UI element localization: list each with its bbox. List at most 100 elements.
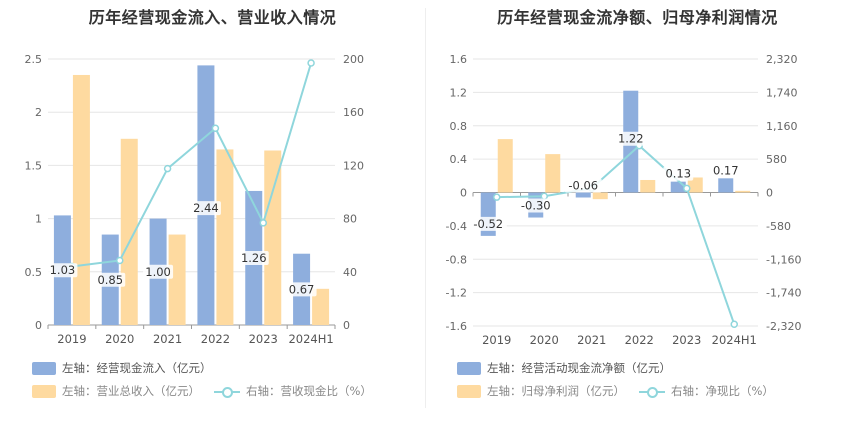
data-label: 2.44	[193, 201, 219, 215]
y-left-tick-label: -0.4	[446, 220, 467, 233]
data-label: -0.52	[473, 217, 503, 231]
y-right-tick-label: 40	[343, 266, 357, 279]
y-left-tick-label: -0.8	[446, 253, 467, 266]
data-label-bg	[469, 216, 507, 231]
y-left-tick-label: 2	[35, 106, 42, 119]
y-right-tick-label: 1,740	[766, 86, 798, 99]
legend-swatch-line-icon	[639, 385, 665, 398]
bar-primary	[197, 65, 215, 325]
panel-divider	[425, 8, 426, 408]
x-tick-label: 2024H1	[712, 333, 757, 347]
bar-primary	[718, 178, 734, 193]
bar-secondary	[640, 179, 656, 193]
y-left-tick-label: 0.8	[450, 120, 468, 133]
data-label-bg	[517, 198, 555, 213]
bar-secondary	[312, 288, 330, 325]
data-label: 1.03	[50, 263, 76, 277]
x-tick-label: 2023	[249, 332, 278, 346]
data-label: 0.85	[97, 273, 123, 287]
data-label-bg	[663, 166, 694, 181]
data-label: -0.30	[521, 199, 551, 213]
x-tick-label: 2023	[672, 333, 701, 347]
y-left-tick-label: 0.4	[450, 153, 468, 166]
ratio-point	[259, 219, 267, 227]
data-label: 0.67	[289, 282, 315, 296]
y-left-tick-label: 0	[35, 319, 42, 332]
data-label-bg	[238, 250, 269, 265]
data-label-bg	[190, 201, 221, 216]
x-tick-label: 2024H1	[288, 332, 333, 346]
bar-secondary	[592, 192, 608, 200]
chart-title: 历年经营现金流净额、归母净利润情况	[497, 8, 778, 27]
bar-secondary	[264, 150, 282, 325]
bar-secondary	[168, 234, 186, 325]
data-label: 1.00	[145, 265, 171, 279]
y-left-tick-label: 1.2	[450, 86, 468, 99]
legend-swatch-bar-icon	[32, 361, 56, 375]
x-tick-label: 2019	[57, 332, 86, 346]
chart-title: 历年经营现金流入、营业收入情况	[88, 8, 337, 27]
legend-item-cash-inflow[interactable]: 左轴：经营现金流入（亿元）	[32, 360, 212, 376]
ratio-point	[116, 256, 124, 265]
bar-secondary	[497, 139, 513, 193]
ratio-line	[496, 144, 736, 325]
y-left-tick-label: 1.5	[25, 159, 43, 172]
legend-item-cash-revenue-ratio[interactable]: 右轴：营收现金比（%）	[214, 383, 372, 399]
bar-secondary	[735, 190, 751, 193]
legend-item-revenue[interactable]: 左轴：营业总收入（亿元）	[32, 383, 200, 399]
x-tick-label: 2021	[153, 332, 182, 346]
chart-panel-netcash-profit: 历年经营现金流净额、归母净利润情况 -1.6 -1.2 -0.8 -0.4 0 0.4 0.…	[425, 0, 850, 437]
data-label-bg	[47, 263, 78, 278]
data-label: -0.06	[568, 179, 598, 193]
y-right-tick-label: -2,320	[766, 320, 801, 333]
legend-item-net-profit[interactable]: 左轴：归母净利润（亿元）	[457, 383, 625, 399]
y-left-tick-label: -1.6	[446, 320, 467, 333]
y-right-tick-label: 2,320	[766, 53, 798, 66]
bar-secondary	[687, 177, 703, 193]
data-label-bg	[615, 131, 646, 146]
legend-item-net-operating-cash[interactable]: 左轴：经营活动现金流净额（亿元）	[457, 360, 671, 376]
y-right-tick-label: 120	[343, 159, 364, 172]
x-tick-label: 2019	[482, 333, 511, 347]
data-label: 0.17	[713, 163, 739, 177]
ratio-point	[307, 59, 315, 67]
bar-primary	[670, 181, 686, 193]
y-right-tick-label: 0	[343, 319, 350, 332]
y-left-tick-label: 1	[35, 213, 42, 226]
x-tick-label: 2020	[530, 333, 559, 347]
ratio-point	[683, 184, 691, 193]
y-right-tick-label: 1,160	[766, 120, 798, 133]
ratio-point	[211, 124, 220, 133]
ratio-point	[730, 320, 738, 329]
data-label-bg	[710, 163, 741, 178]
y-left-tick-label: 2.5	[25, 53, 43, 66]
bar-secondary	[216, 149, 234, 325]
data-label-bg	[143, 264, 174, 279]
y-right-tick-label: 580	[766, 153, 787, 166]
y-right-tick-label: 160	[343, 106, 364, 119]
y-right-tick-label: -580	[766, 220, 791, 233]
data-label: 1.22	[618, 132, 644, 146]
legend-item-net-cash-ratio[interactable]: 右轴：净现比（%）	[639, 383, 774, 399]
y-left-tick-label: 0.5	[25, 266, 43, 279]
ratio-point	[493, 193, 501, 201]
x-tick-label: 2022	[201, 332, 230, 346]
legend-swatch-bar-icon	[457, 361, 481, 375]
chart-plot: -1.6 -1.2 -0.8 -0.4 0 0.4 0.8 1.2 1.6 -2,320 -1,74…	[446, 53, 802, 347]
y-right-tick-label: 80	[343, 213, 357, 226]
y-right-tick-label: 0	[766, 187, 773, 200]
data-label-bg	[286, 282, 317, 297]
x-tick-label: 2020	[105, 332, 134, 346]
legend-swatch-bar-icon	[457, 384, 481, 398]
legend-swatch-bar-icon	[32, 384, 56, 398]
y-left-tick-label: -1.2	[446, 287, 467, 300]
y-right-tick-label: 200	[343, 53, 364, 66]
data-label-bg	[564, 178, 602, 193]
x-tick-label: 2022	[625, 333, 654, 347]
data-label: 1.26	[241, 251, 267, 265]
ratio-line	[71, 62, 313, 268]
data-label: 0.13	[665, 167, 691, 181]
legend-swatch-line-icon	[214, 385, 240, 398]
bar-secondary	[545, 154, 561, 193]
bar-secondary	[72, 74, 90, 326]
